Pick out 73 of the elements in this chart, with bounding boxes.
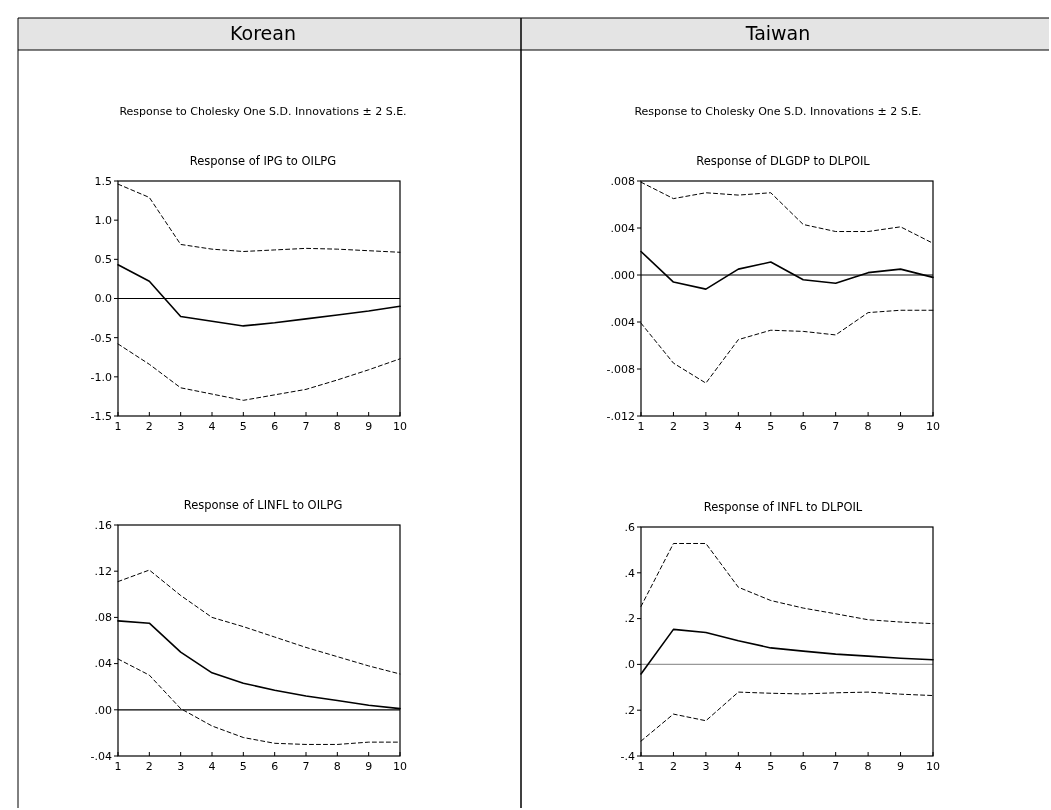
x-tick-label: 4 — [734, 760, 742, 773]
x-tick-label: 2 — [145, 760, 153, 773]
y-tick-label: 1.0 — [94, 214, 112, 228]
x-tick-label: 5 — [767, 420, 775, 433]
x-tick-label: 2 — [145, 420, 153, 433]
x-tick-label: 7 — [302, 420, 310, 433]
y-tick-label: .004 — [610, 221, 635, 235]
y-tick-label: .00 — [94, 703, 112, 717]
x-tick-label: 6 — [799, 760, 807, 773]
x-tick-label: 3 — [702, 760, 710, 773]
y-tick-label: 0.0 — [94, 292, 112, 306]
chart-title: Response of LINFL to OILPG — [183, 498, 343, 512]
x-tick-label: 9 — [897, 420, 905, 433]
x-tick-label: 3 — [702, 420, 710, 433]
x-tick-label: 1 — [637, 760, 645, 773]
x-tick-label: 2 — [669, 420, 677, 433]
text: Response to Cholesky One S.D. Innovations ± 2 S.E. — [634, 105, 922, 118]
x-tick-label: 7 — [832, 760, 840, 773]
x-tick-label: 10 — [393, 760, 407, 773]
x-tick-label: 6 — [271, 760, 279, 773]
x-tick-label: 3 — [177, 420, 185, 433]
x-tick-label: 10 — [926, 420, 940, 433]
x-tick-label: 6 — [799, 420, 807, 433]
y-tick-label: .6 — [624, 520, 635, 534]
x-tick-label: 4 — [734, 420, 742, 433]
y-tick-label: -1.0 — [90, 370, 112, 384]
x-tick-label: 7 — [302, 760, 310, 773]
x-tick-label: 6 — [271, 420, 279, 433]
y-tick-label: 1.5 — [94, 174, 112, 188]
x-tick-label: 9 — [365, 760, 373, 773]
x-tick-label: 5 — [239, 760, 247, 773]
x-tick-label: 1 — [114, 760, 122, 773]
y-tick-label: .2 — [624, 612, 635, 626]
y-tick-label: .12 — [94, 565, 112, 579]
y-tick-label: .008 — [610, 174, 635, 188]
x-tick-label: 7 — [832, 420, 840, 433]
text: Taiwan — [744, 22, 811, 44]
x-tick-label: 5 — [767, 760, 775, 773]
y-tick-label: .0 — [624, 658, 635, 672]
y-tick-label: -.4 — [620, 749, 635, 763]
text: Response to Cholesky One S.D. Innovations ± 2 S.E. — [119, 105, 407, 118]
x-tick-label: 8 — [333, 420, 341, 433]
chart-title: Response of IPG to OILPG — [189, 154, 337, 168]
x-tick-label: 1 — [637, 420, 645, 433]
chart-title: Response of INFL to DLPOIL — [703, 500, 863, 514]
y-tick-label: .08 — [94, 611, 112, 625]
x-tick-label: 3 — [177, 760, 185, 773]
y-tick-label: .16 — [94, 518, 112, 532]
x-tick-label: 1 — [114, 420, 122, 433]
text: Korean — [230, 22, 296, 44]
y-tick-label: .004 — [610, 315, 635, 329]
y-tick-label: -.04 — [90, 749, 112, 763]
x-tick-label: 2 — [669, 760, 677, 773]
x-tick-label: 5 — [239, 420, 247, 433]
x-tick-label: 10 — [393, 420, 407, 433]
x-tick-label: 4 — [208, 760, 216, 773]
y-tick-label: .4 — [624, 566, 635, 580]
x-tick-label: 8 — [864, 420, 872, 433]
y-tick-label: 0.5 — [94, 253, 112, 267]
y-tick-label: -0.5 — [90, 331, 112, 345]
x-tick-label: 8 — [864, 760, 872, 773]
y-tick-label: .000 — [610, 268, 635, 282]
x-tick-label: 8 — [333, 760, 341, 773]
y-tick-label: -1.5 — [90, 409, 112, 423]
chart-title: Response of DLGDP to DLPOIL — [696, 154, 871, 168]
x-tick-label: 9 — [365, 420, 373, 433]
y-tick-label: .04 — [94, 657, 112, 671]
x-tick-label: 10 — [926, 760, 940, 773]
y-tick-label: -.008 — [606, 362, 635, 376]
y-tick-label: -.012 — [606, 409, 635, 423]
x-tick-label: 9 — [897, 760, 905, 773]
y-tick-label: .2 — [624, 704, 635, 718]
x-tick-label: 4 — [208, 420, 216, 433]
